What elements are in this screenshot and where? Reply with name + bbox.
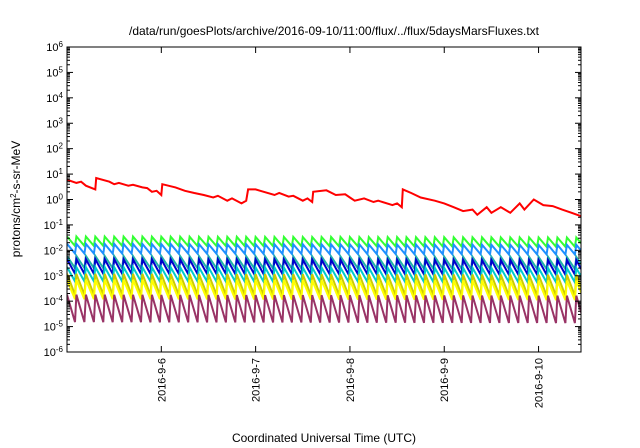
y-axis: 106 105 104 103 102 101 100 10-1 10-2 10-3 10-4 10-… xyxy=(44,40,581,360)
y-tick-label: 101 xyxy=(46,167,63,182)
y-tick-label: 10-6 xyxy=(44,345,64,360)
series-layer xyxy=(67,176,581,324)
series-line-9 xyxy=(67,294,581,324)
chart-title: /data/run/goesPlots/archive/2016-09-10/1… xyxy=(129,24,540,38)
x-tick-label: 2016-9-9 xyxy=(439,358,451,402)
y-tick-label: 10-3 xyxy=(44,268,64,283)
series-line-1 xyxy=(67,176,581,218)
x-axis-label: Coordinated Universal Time (UTC) xyxy=(232,431,416,445)
y-tick-label: 10-2 xyxy=(44,243,64,257)
y-tick-label: 100 xyxy=(46,192,63,207)
y-tick-label: 10-5 xyxy=(44,319,64,334)
y-tick-label: 10-1 xyxy=(44,217,64,232)
y-tick-label: 104 xyxy=(46,90,63,105)
series-line-3 xyxy=(67,241,581,257)
y-tick-label: 102 xyxy=(46,141,63,156)
x-tick-label: 2016-9-8 xyxy=(345,358,357,402)
y-axis-label: protons/cm2-s-sr-MeV xyxy=(9,141,24,257)
x-tick-label: 2016-9-6 xyxy=(156,358,168,402)
x-axis: 2016-9-6 2016-9-7 2016-9-8 2016-9-9 2016-9-1… xyxy=(156,47,546,408)
y-tick-label: 10-4 xyxy=(44,294,64,309)
y-tick-label: 106 xyxy=(46,40,63,55)
x-tick-label: 2016-9-10 xyxy=(534,358,546,408)
series-line-2 xyxy=(67,234,581,250)
y-tick-label: 105 xyxy=(46,65,63,80)
y-tick-label: 103 xyxy=(46,116,63,131)
series-line-8 xyxy=(67,279,581,301)
x-tick-label: 2016-9-7 xyxy=(251,358,263,402)
